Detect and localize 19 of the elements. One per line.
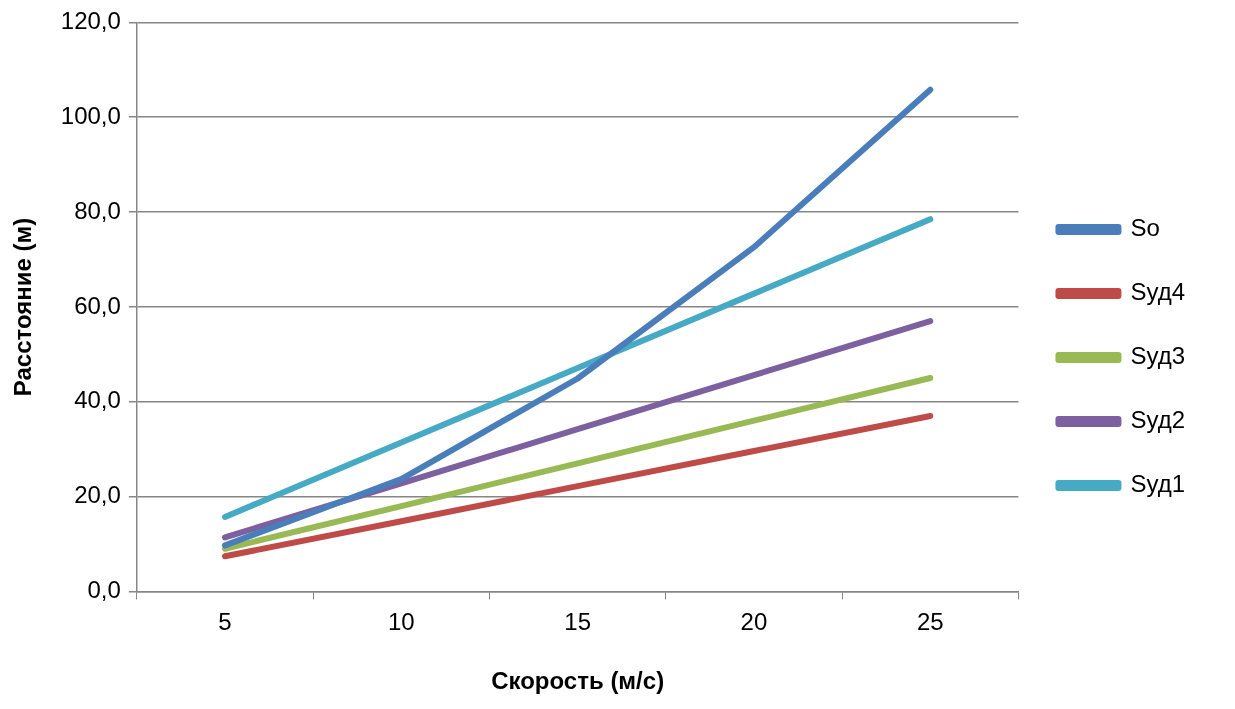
y-tick-label: 80,0 — [74, 196, 121, 224]
y-tick-label: 60,0 — [74, 291, 121, 319]
legend-label: Sуд3 — [1130, 342, 1185, 370]
legend-label: Sуд4 — [1130, 278, 1185, 306]
y-tick-label: 40,0 — [74, 386, 121, 414]
x-tick-label: 20 — [740, 608, 768, 636]
x-tick-label: 5 — [218, 608, 232, 636]
x-tick-label: 10 — [387, 608, 415, 636]
y-tick-label: 120,0 — [60, 7, 121, 35]
y-axis-title: Расстояние (м) — [9, 217, 37, 397]
x-tick-label: 15 — [564, 608, 591, 636]
legend-label: Sуд2 — [1130, 406, 1185, 434]
y-tick-label: 20,0 — [74, 481, 121, 509]
legend-label: So — [1130, 214, 1160, 242]
x-axis-title: Скорость (м/с) — [491, 667, 665, 695]
y-tick-label: 0,0 — [87, 576, 121, 604]
x-tick-label: 25 — [916, 608, 944, 636]
y-tick-label: 100,0 — [60, 101, 121, 129]
legend-label: Sуд1 — [1130, 470, 1185, 498]
